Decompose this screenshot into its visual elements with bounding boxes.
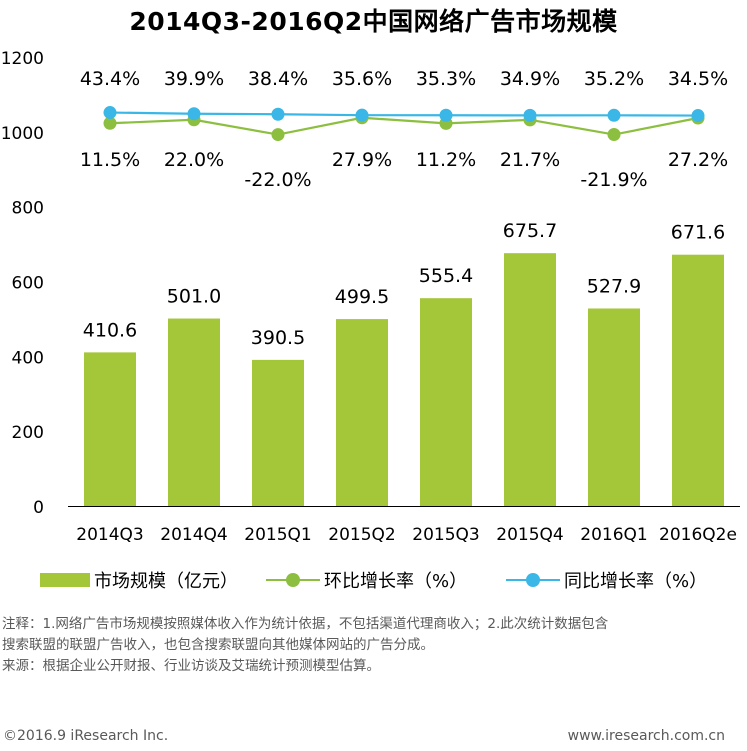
bar [504, 253, 556, 506]
bar [420, 298, 472, 506]
y-tick-label: 200 [12, 423, 44, 443]
x-tick-label: 2015Q1 [244, 525, 311, 545]
chart-title: 2014Q3-2016Q2中国网络广告市场规模 [129, 7, 618, 36]
yoy-data-label: 43.4% [80, 68, 140, 90]
yoy-growth-point [607, 108, 621, 122]
y-tick-label: 600 [12, 274, 44, 294]
source-line: 来源：根据企业公开财报、行业访谈及艾瑞统计预测模型估算。 [2, 658, 380, 674]
qoq-data-label: 11.5% [80, 149, 140, 171]
qoq-data-label: 11.2% [416, 149, 476, 171]
y-tick-label: 1000 [1, 124, 44, 144]
x-tick-label: 2016Q1 [580, 525, 647, 545]
qoq-data-label: -21.9% [580, 169, 647, 191]
yoy-growth-point [439, 108, 453, 122]
x-tick-label: 2015Q3 [412, 525, 479, 545]
yoy-data-label: 34.9% [500, 68, 560, 90]
yoy-data-label: 34.5% [668, 68, 728, 90]
legend-item-yoy-growth: 同比增长率（%） [506, 566, 707, 594]
yoy-growth-point [691, 109, 705, 123]
bar [168, 318, 220, 506]
yoy-growth-point [523, 108, 537, 122]
bar [336, 319, 388, 506]
bar-data-label: 501.0 [167, 286, 221, 308]
qoq-data-label: 27.9% [332, 149, 392, 171]
chart-svg: 0 200 400 600 800 1000 1200 410.6 501.0 390.5 499.… [1, 49, 740, 545]
legend-item-qoq-growth: 环比增长率（%） [266, 566, 467, 594]
x-tick-label: 2015Q2 [328, 525, 395, 545]
bar-data-label: 675.7 [503, 220, 557, 242]
chart-notes: 注释：1.网络广告市场规模按照媒体收入作为统计依据，不包括渠道代理商收入；2.此… [2, 614, 746, 677]
bar-data-label: 527.9 [587, 275, 641, 297]
legend-line-swatch-yoy [506, 573, 560, 587]
website-url: www.iresearch.com.cn [567, 728, 725, 744]
yoy-growth-point [103, 106, 117, 120]
bar-data-label: 410.6 [83, 319, 137, 341]
yoy-data-label: 39.9% [164, 68, 224, 90]
yoy-growth-line [109, 111, 699, 117]
bar-data-label: 499.5 [335, 286, 389, 308]
note-line-1: 注释：1.网络广告市场规模按照媒体收入作为统计依据，不包括渠道代理商收入；2.此… [2, 616, 609, 632]
x-tick-label: 2015Q4 [496, 525, 563, 545]
y-tick-label: 0 [33, 498, 44, 518]
qoq-growth-line [109, 116, 699, 136]
bar [588, 308, 640, 506]
qoq-growth-point [607, 128, 621, 142]
yoy-data-label: 35.6% [332, 68, 392, 90]
y-tick-label: 1200 [1, 49, 44, 69]
yoy-data-label: 38.4% [248, 68, 308, 90]
bar [672, 254, 724, 506]
bar [84, 352, 136, 506]
yoy-growth-point [187, 107, 201, 121]
x-tick-label: 2014Q3 [76, 525, 143, 545]
qoq-data-label: 22.0% [164, 149, 224, 171]
y-tick-label: 400 [12, 348, 44, 368]
bar-data-label: 671.6 [671, 222, 725, 244]
bar-data-label: 390.5 [251, 327, 305, 349]
chart-legend: 市场规模（亿元） 环比增长率（%） 同比增长率（%） [40, 566, 740, 594]
yoy-growth-point [271, 107, 285, 121]
legend-line-swatch-qoq [266, 573, 320, 587]
bar [252, 359, 304, 506]
bar-data-label: 555.4 [419, 265, 473, 287]
yoy-growth-point [355, 108, 369, 122]
qoq-data-label: -22.0% [244, 169, 311, 191]
legend-item-market-size: 市场规模（亿元） [40, 566, 238, 594]
y-tick-label: 800 [12, 199, 44, 219]
x-tick-label: 2014Q4 [160, 525, 227, 545]
legend-label-qoq-growth: 环比增长率（%） [324, 571, 468, 592]
qoq-growth-point [103, 116, 117, 130]
qoq-data-label: 21.7% [500, 149, 560, 171]
qoq-data-label: 27.2% [668, 149, 728, 171]
yoy-data-label: 35.3% [416, 68, 476, 90]
x-tick-label: 2016Q2e [659, 525, 737, 545]
copyright-text: ©2016.9 iResearch Inc. [3, 728, 169, 744]
legend-label-yoy-growth: 同比增长率（%） [564, 571, 708, 592]
qoq-growth-point [271, 128, 285, 142]
legend-bar-swatch [40, 573, 90, 587]
yoy-data-label: 35.2% [584, 68, 644, 90]
legend-label-market-size: 市场规模（亿元） [94, 571, 238, 592]
note-line-2: 搜索联盟的联盟广告收入，也包含搜索联盟向其他媒体网站的广告分成。 [2, 637, 434, 653]
